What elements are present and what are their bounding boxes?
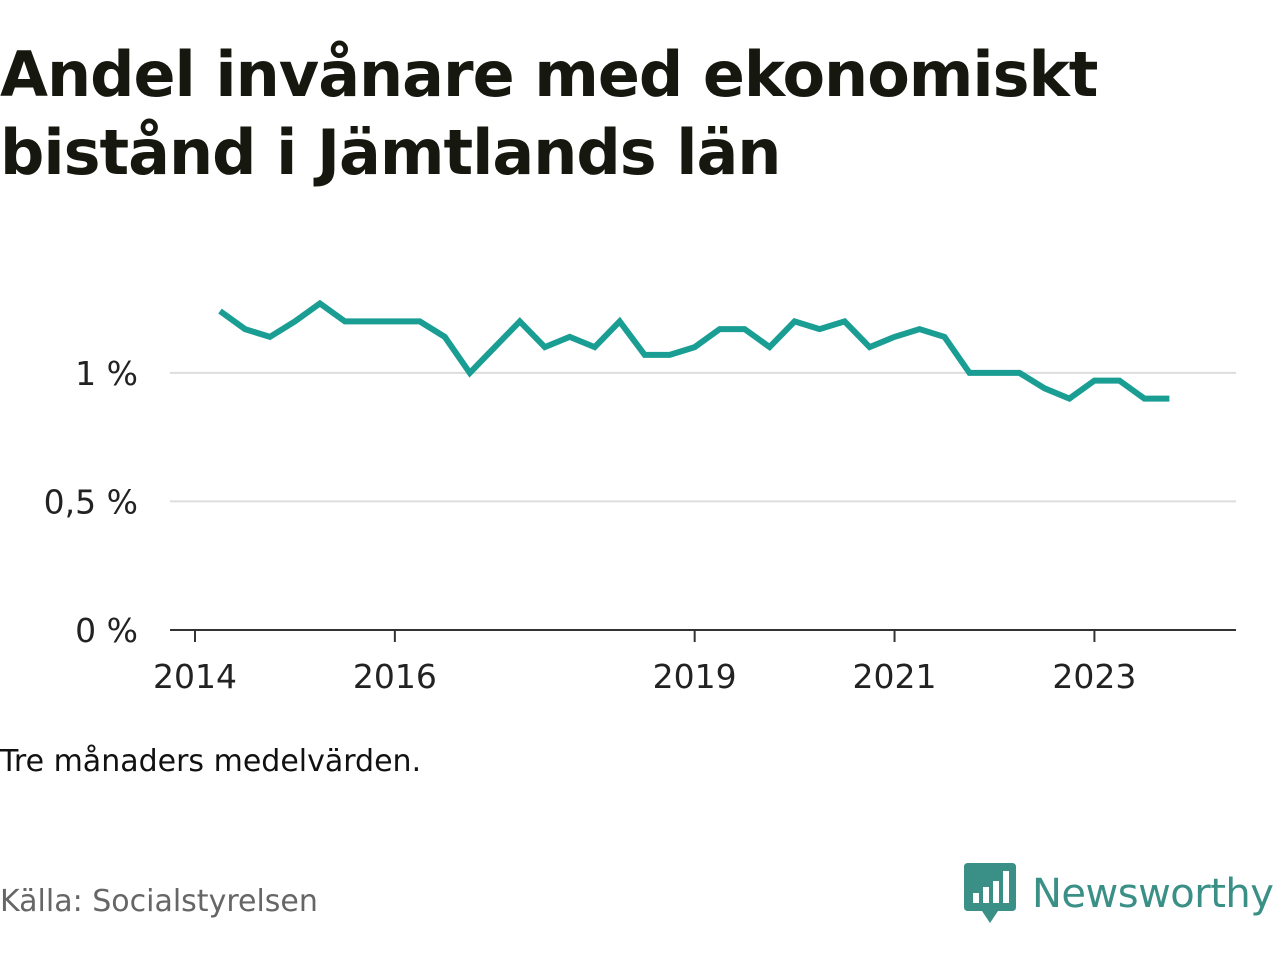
- series-layer: [218, 299, 1170, 403]
- source-credit: Källa: Socialstyrelsen: [0, 884, 318, 919]
- line-chart: 0 % 0,5 % 1 % 2014 2016 2019 2021 2023: [44, 299, 1236, 696]
- x-tick-label: 2014: [153, 657, 237, 696]
- brand-logo: Newsworthy: [964, 862, 1274, 926]
- y-tick-label: 0 %: [75, 611, 138, 650]
- x-axis-labels: 2014 2016 2019 2021 2023: [153, 657, 1136, 696]
- chart-note: Tre månaders medelvärden.: [0, 744, 422, 779]
- chart-title: Andel invånare med ekonomiskt bistånd i …: [0, 38, 1098, 189]
- x-tick-label: 2016: [353, 657, 437, 696]
- brand-name: Newsworthy: [1032, 871, 1274, 917]
- series-line: [218, 299, 1170, 403]
- x-tick-label: 2023: [1052, 657, 1136, 696]
- y-tick-label: 1 %: [75, 354, 138, 393]
- x-tick-label: 2021: [853, 657, 937, 696]
- bar-chart-speech-bubble-icon: [964, 863, 1016, 923]
- grid-lines: [170, 371, 1236, 503]
- x-axis: [170, 629, 1236, 642]
- x-tick-label: 2019: [653, 657, 737, 696]
- y-tick-label: 0,5 %: [44, 482, 138, 521]
- y-axis-labels: 0 % 0,5 % 1 %: [44, 354, 138, 650]
